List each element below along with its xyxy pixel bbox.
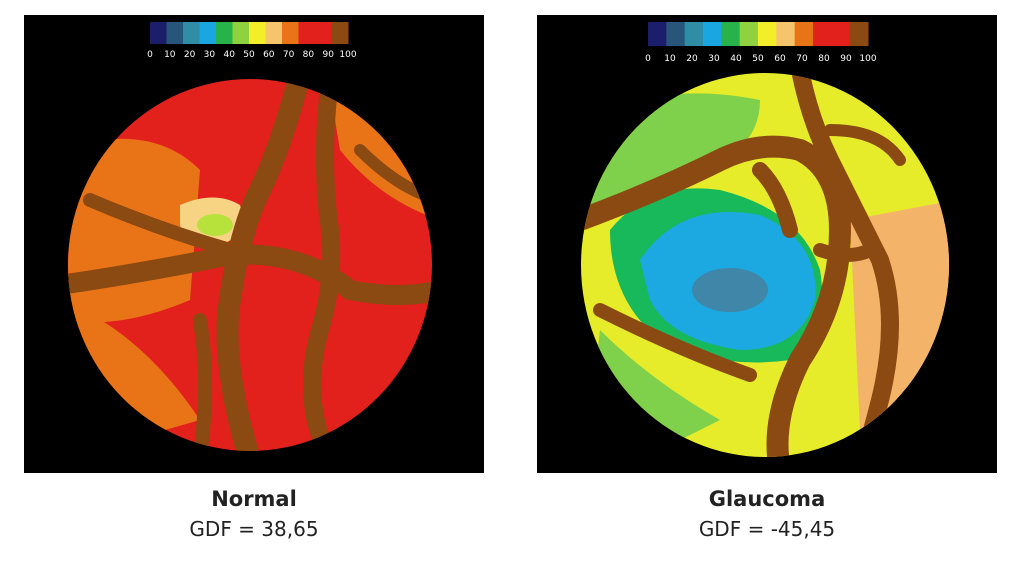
fundus-map xyxy=(68,79,432,451)
colorbar-segment xyxy=(315,22,332,44)
colorbar-tick-label: 40 xyxy=(223,50,235,60)
colorbar-segment xyxy=(199,22,217,44)
colorbar-segment xyxy=(249,22,266,44)
colorbar-tick-label: 80 xyxy=(303,50,315,60)
colorbar-tick-label: 90 xyxy=(840,54,852,64)
colorbar-tick-label: 10 xyxy=(664,54,676,64)
colorbar-segment xyxy=(648,22,667,46)
colorbar-tick-label: 60 xyxy=(263,50,275,60)
glaucoma-panel xyxy=(537,15,997,473)
panel-title: Glaucoma xyxy=(709,487,825,511)
colorbar-segment xyxy=(298,22,316,44)
colorbar-segment xyxy=(166,22,184,44)
colorbar-tick-label: 60 xyxy=(774,54,786,64)
colorbar-segment xyxy=(183,22,200,44)
colorbar-segment xyxy=(666,22,686,46)
colorbar-segment xyxy=(684,22,704,46)
colorbar-segment xyxy=(703,22,722,46)
panel-gdf: GDF = 38,65 xyxy=(189,517,318,541)
colorbar-segment xyxy=(813,22,832,46)
colorbar-tick-label: 100 xyxy=(859,54,876,64)
normal-panel xyxy=(24,15,484,473)
colorbar-segment xyxy=(331,22,349,44)
colorbar-tick-label: 100 xyxy=(339,50,356,60)
colorbar-tick-label: 80 xyxy=(818,54,830,64)
colorbar-segment xyxy=(150,22,167,44)
colorbar-tick-label: 30 xyxy=(708,54,720,64)
colorbar-segment xyxy=(232,22,250,44)
colorbar-tick-label: 70 xyxy=(796,54,808,64)
colorbar-segment xyxy=(776,22,796,46)
colorbar-tick-label: 50 xyxy=(243,50,255,60)
colorbar-segment xyxy=(216,22,233,44)
colorbar-segment xyxy=(831,22,851,46)
colorbar-tick-label: 50 xyxy=(752,54,764,64)
colorbar-tick-label: 40 xyxy=(730,54,742,64)
panel-gdf: GDF = -45,45 xyxy=(699,517,835,541)
colorbar-segment xyxy=(265,22,283,44)
colorbar-tick-label: 0 xyxy=(645,54,651,64)
colorbar-tick-label: 20 xyxy=(686,54,698,64)
colorbar-tick-label: 10 xyxy=(164,50,176,60)
colorbar-tick-label: 20 xyxy=(184,50,196,60)
colorbar-segment xyxy=(739,22,759,46)
colorbar-segment xyxy=(849,22,869,46)
colorbar-tick-label: 30 xyxy=(204,50,216,60)
colorbar-segment xyxy=(721,22,741,46)
colorbar-segment xyxy=(282,22,299,44)
colorbar-segment xyxy=(794,22,814,46)
colorbar-tick-label: 90 xyxy=(322,50,334,60)
colorbar-segment xyxy=(758,22,777,46)
fundus-map xyxy=(581,73,949,457)
colorbar-tick-label: 70 xyxy=(283,50,295,60)
panel-title: Normal xyxy=(211,487,297,511)
colorbar-tick-label: 0 xyxy=(147,50,153,60)
